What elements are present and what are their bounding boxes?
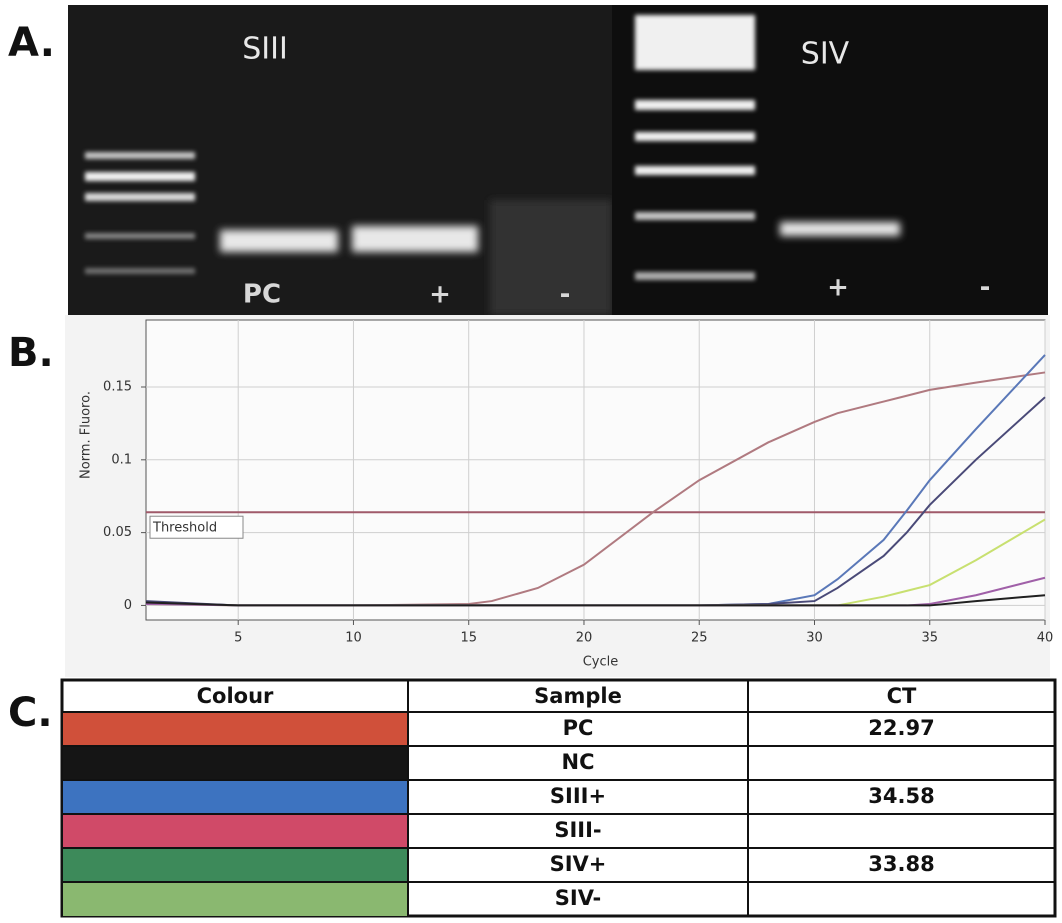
x-tick-label: 25 [691,631,708,646]
colour-swatch [63,848,408,882]
x-tick-label: 30 [806,631,823,646]
panel-label: B. [8,330,54,376]
y-axis-label: Norm. Fluoro. [79,391,94,479]
lane-label: - [560,280,571,310]
y-tick-label: 0.05 [103,525,132,540]
sample-cell: SIII+ [550,784,606,808]
colour-swatch [63,712,408,746]
ct-cell: 33.88 [868,852,934,876]
sample-cell: PC [563,716,594,740]
chart: 5 10 15 20 25 30 35 40 0 0.05 0.1 0.15 Cycle Norm. Fl… [79,320,1054,670]
x-tick-label: 15 [460,631,477,646]
colour-swatch [63,814,408,848]
colour-swatch [63,882,408,916]
series-line [145,594,1046,607]
colour-swatch [63,780,408,814]
gel-title: SIV [801,37,850,72]
x-tick-label: 20 [576,631,593,646]
table: Colour Sample CT PC 22.97 NC SIII+ 34.58 SIII- SI… [60,678,1057,918]
table-header: Sample [534,684,622,708]
table-header: Colour [197,684,274,708]
sample-cell: NC [562,750,595,774]
y-tick-label: 0 [124,598,132,613]
y-tick-label: 0.1 [111,452,132,467]
ct-cell: 22.97 [868,716,934,740]
gel-title: SIII [242,32,288,67]
x-tick-label: 40 [1037,631,1054,646]
panel-label: A. [8,20,55,66]
lane-label: PC [243,280,281,310]
threshold-label: Threshold [152,521,217,536]
x-tick-label: 35 [921,631,938,646]
x-tick-label: 10 [345,631,362,646]
lane-label: + [827,273,849,303]
sample-cell: SIV- [555,886,601,910]
x-axis-label: Cycle [583,655,619,670]
x-tick-label: 5 [234,631,242,646]
lane-label: + [429,280,451,310]
lane-label: - [980,273,991,303]
plot-area [145,319,1046,621]
y-tick-label: 0.15 [103,379,132,394]
panel-label: C. [8,690,53,736]
ct-cell: 34.58 [868,784,934,808]
table-header: CT [887,684,917,708]
threshold-box [149,515,244,539]
colour-swatch [63,746,408,780]
sample-cell: SIV+ [550,852,607,876]
gel-panel: SIII SIV PC + - + - [68,5,1048,315]
sample-cell: SIII- [554,818,601,842]
